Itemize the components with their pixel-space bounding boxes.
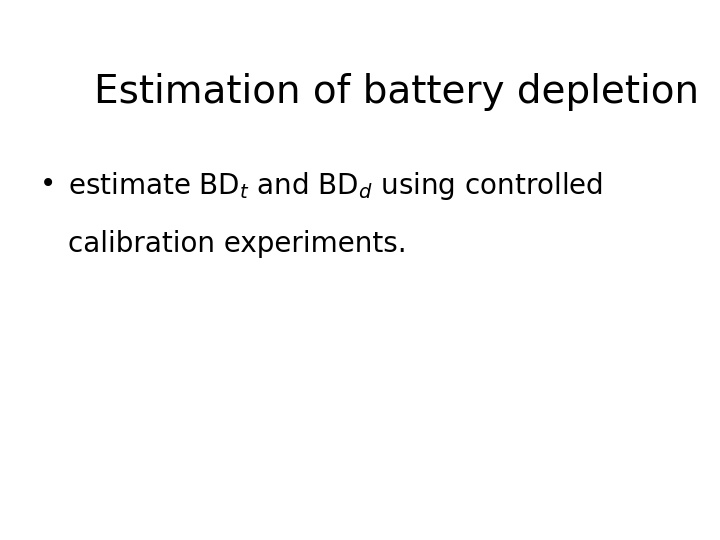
Text: calibration experiments.: calibration experiments. [68,230,407,258]
Text: Estimation of battery depletion: Estimation of battery depletion [94,73,698,111]
Text: •: • [40,170,56,198]
Text: estimate $\mathrm{BD}_t$ and $\mathrm{BD}_d$ using controlled: estimate $\mathrm{BD}_t$ and $\mathrm{BD… [68,170,603,202]
